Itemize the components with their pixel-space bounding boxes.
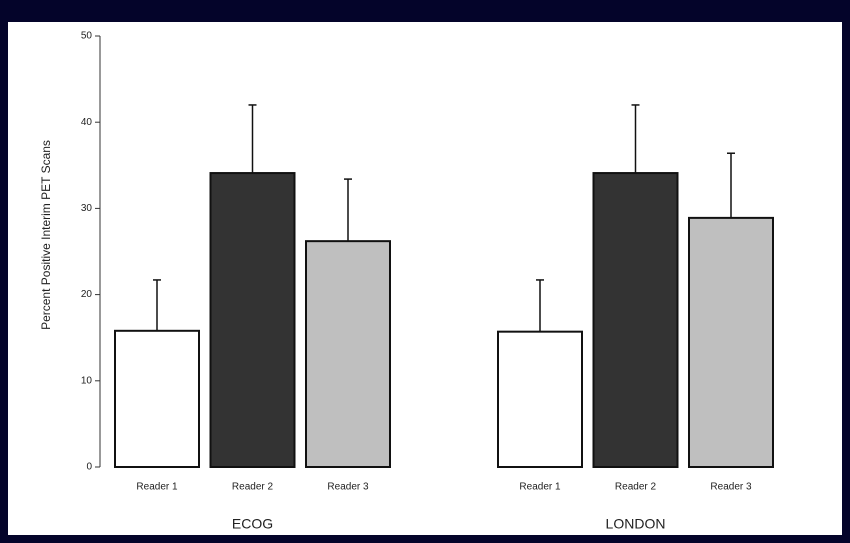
y-tick-label: 10 bbox=[81, 375, 93, 386]
x-tick-label: Reader 2 bbox=[615, 482, 657, 493]
bar bbox=[209, 172, 296, 468]
bar bbox=[497, 330, 583, 468]
bar bbox=[688, 216, 774, 468]
bar bbox=[592, 172, 679, 468]
y-tick-label: 30 bbox=[81, 203, 93, 214]
group-label: LONDON bbox=[606, 516, 666, 532]
y-tick-label: 0 bbox=[86, 462, 92, 473]
y-tick-label: 40 bbox=[81, 117, 93, 128]
y-tick-label: 20 bbox=[81, 289, 93, 300]
y-axis-label: Percent Positive Interim PET Scans bbox=[39, 140, 53, 330]
x-tick-label: Reader 3 bbox=[710, 482, 752, 493]
bar bbox=[114, 329, 200, 468]
x-tick-label: Reader 2 bbox=[232, 482, 274, 493]
bar bbox=[305, 240, 391, 468]
x-tick-label: Reader 1 bbox=[519, 482, 561, 493]
y-tick-label: 50 bbox=[81, 31, 93, 42]
x-tick-label: Reader 1 bbox=[136, 482, 178, 493]
x-tick-label: Reader 3 bbox=[327, 482, 369, 493]
group-label: ECOG bbox=[232, 516, 273, 532]
